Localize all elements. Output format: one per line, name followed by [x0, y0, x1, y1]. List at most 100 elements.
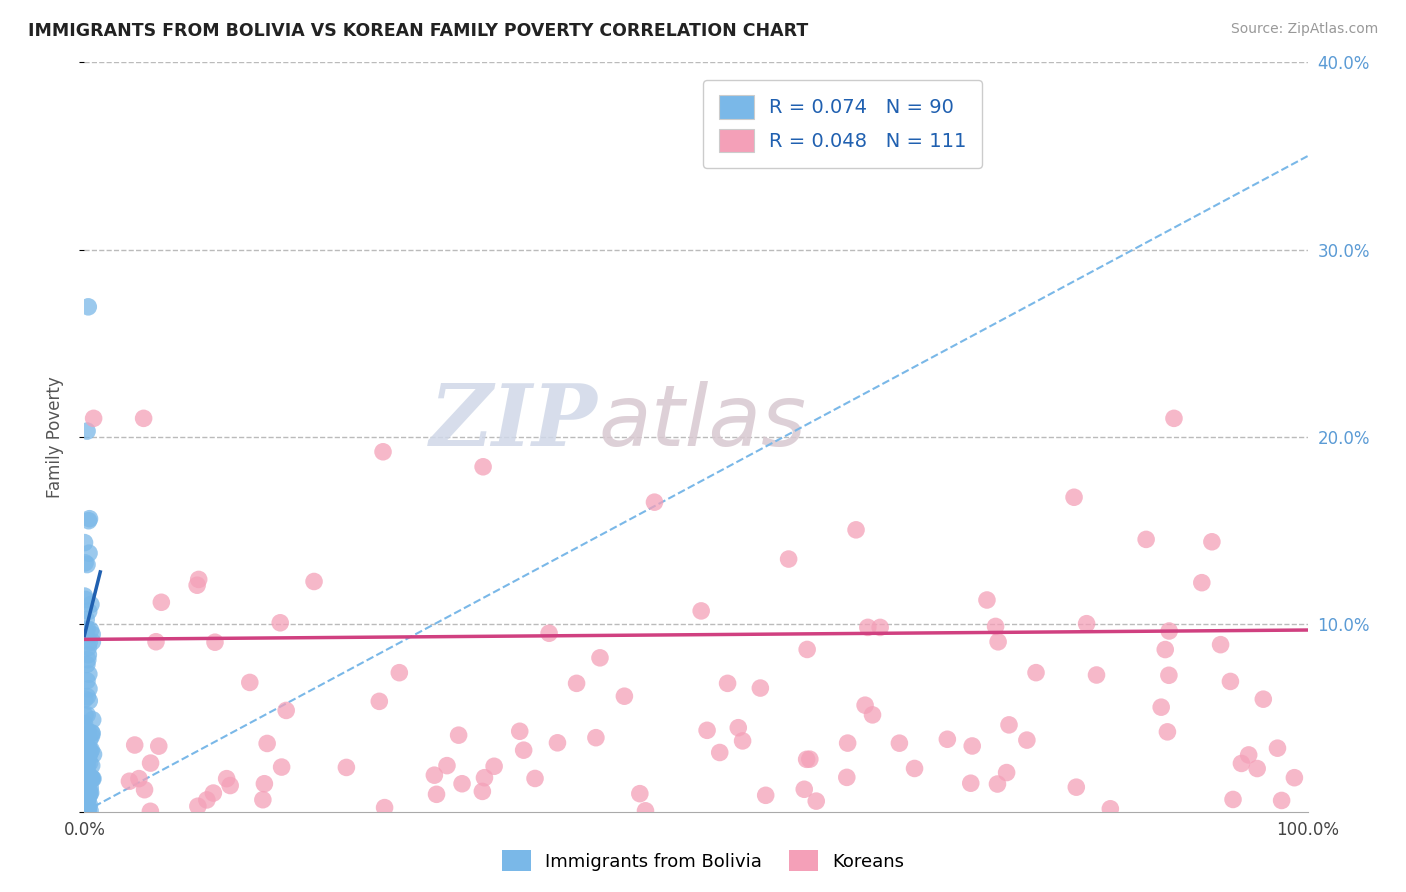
Point [998, 718, 1021, 732]
Point [83, 747, 105, 762]
Point [79, 787, 101, 801]
Point [80, 726, 103, 740]
Point [82, 713, 104, 727]
Point [77, 776, 100, 790]
Point [73, 692, 96, 706]
Point [628, 787, 651, 801]
Point [853, 698, 876, 713]
Point [1201, 534, 1223, 549]
Point [76, 690, 98, 704]
Point [77, 640, 100, 655]
Point [77, 667, 100, 681]
Point [80, 771, 103, 785]
Point [76, 800, 98, 814]
Point [423, 768, 446, 782]
Point [451, 777, 474, 791]
Point [690, 604, 713, 618]
Point [79, 786, 101, 800]
Point [77, 804, 100, 818]
Point [150, 595, 173, 609]
Point [75, 624, 97, 638]
Point [589, 650, 612, 665]
Point [793, 782, 815, 797]
Point [76, 558, 98, 572]
Point [371, 444, 394, 458]
Point [936, 732, 959, 747]
Point [546, 736, 568, 750]
Point [75, 791, 97, 805]
Point [749, 681, 772, 695]
Point [77, 741, 100, 756]
Point [79, 797, 101, 812]
Point [984, 619, 1007, 633]
Point [215, 772, 238, 786]
Point [1253, 692, 1275, 706]
Point [202, 786, 225, 800]
Point [134, 782, 156, 797]
Point [1267, 741, 1289, 756]
Point [302, 574, 325, 589]
Point [195, 793, 218, 807]
Point [252, 793, 274, 807]
Point [425, 787, 447, 801]
Point [80, 743, 103, 757]
Point [1163, 411, 1185, 425]
Point [73, 759, 96, 773]
Point [76, 757, 98, 772]
Point [73, 801, 96, 815]
Point [73, 535, 96, 549]
Point [538, 626, 561, 640]
Point [1150, 700, 1173, 714]
Point [83, 411, 105, 425]
Point [436, 758, 458, 772]
Point [1135, 533, 1157, 547]
Point [79, 512, 101, 526]
Point [76, 782, 98, 797]
Point [76, 777, 98, 791]
Point [75, 797, 97, 811]
Point [727, 721, 749, 735]
Point [132, 411, 155, 425]
Point [778, 552, 800, 566]
Point [79, 804, 101, 818]
Point [1271, 793, 1294, 807]
Point [256, 736, 278, 750]
Point [447, 728, 470, 742]
Point [512, 743, 534, 757]
Point [124, 738, 146, 752]
Point [731, 734, 754, 748]
Point [269, 615, 291, 630]
Point [75, 740, 97, 755]
Point [76, 790, 98, 805]
Point [219, 779, 242, 793]
Point [696, 723, 718, 738]
Point [77, 784, 100, 798]
Point [118, 774, 141, 789]
Point [77, 798, 100, 813]
Point [1237, 747, 1260, 762]
Point [716, 676, 738, 690]
Point [709, 746, 731, 760]
Point [1157, 668, 1180, 682]
Point [75, 801, 97, 815]
Point [139, 756, 162, 770]
Point [82, 627, 104, 641]
Point [509, 724, 531, 739]
Text: Source: ZipAtlas.com: Source: ZipAtlas.com [1230, 22, 1378, 37]
Point [755, 789, 778, 803]
Point [76, 772, 98, 786]
Point [869, 620, 891, 634]
Point [986, 777, 1008, 791]
Point [889, 736, 911, 750]
Point [643, 495, 665, 509]
Point [80, 772, 103, 786]
Point [77, 546, 100, 560]
Point [76, 804, 98, 818]
Point [76, 790, 98, 805]
Point [76, 778, 98, 792]
Point [77, 300, 100, 314]
Point [73, 589, 96, 603]
Point [76, 765, 98, 780]
Point [806, 794, 828, 808]
Point [77, 789, 100, 804]
